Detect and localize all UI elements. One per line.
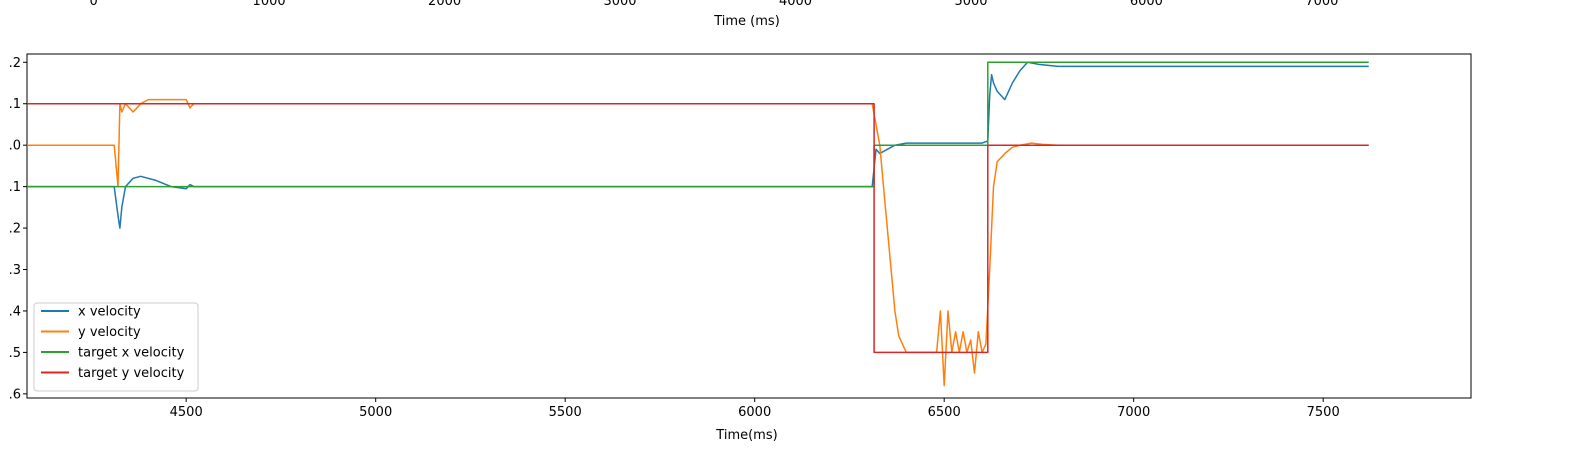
y-tick-label: .2	[9, 56, 21, 71]
top-x-tick-label: 6000	[1130, 0, 1163, 9]
legend-label: x velocity	[78, 305, 141, 320]
top-x-axis-label: Time (ms)	[713, 14, 780, 29]
y-tick-label: .3	[9, 263, 21, 278]
series-line-target-y-velocity	[27, 102, 1369, 354]
x-tick-label: 7000	[1117, 405, 1150, 420]
x-tick-label: 5000	[359, 405, 392, 420]
top-x-tick-label: 1000	[253, 0, 286, 9]
series-line-x-velocity	[27, 61, 1369, 229]
top-x-tick-label: 2000	[428, 0, 461, 9]
x-tick-label: 6500	[928, 405, 961, 420]
series-group	[27, 61, 1369, 387]
x-axis-ticks: 4500 5000 5500 6000 6500 7000 7500	[170, 398, 1340, 420]
legend-label: target y velocity	[78, 366, 185, 381]
y-tick-label: .4	[9, 305, 21, 320]
legend-label: target x velocity	[78, 346, 185, 361]
legend: x velocity y velocity target x velocity tar…	[33, 302, 199, 392]
x-tick-label: 6000	[738, 405, 771, 420]
y-tick-label: .1	[9, 180, 21, 195]
y-tick-label: .6	[9, 387, 21, 402]
top-x-tick-label: 4000	[779, 0, 812, 9]
plot-frame	[26, 53, 1472, 399]
legend-label: y velocity	[78, 325, 141, 340]
series-line-y-velocity	[27, 98, 1369, 387]
y-tick-label: .5	[9, 346, 21, 361]
top-x-tick-label: 3000	[603, 0, 636, 9]
x-tick-label: 4500	[170, 405, 203, 420]
y-tick-label: .0	[9, 139, 21, 154]
top-x-tick-label: 0	[90, 0, 98, 9]
top-x-axis-ticks: 0 1000 2000 3000 4000 5000 6000 7000	[90, 0, 1339, 9]
main-chart: 4500 5000 5500 6000 6500 7000 7500 .2 .1 .0 .1 .2.…	[9, 53, 1472, 443]
series-line-target-x-velocity	[27, 61, 1369, 188]
legend-box	[33, 302, 199, 392]
x-axis-label: Time(ms)	[715, 428, 777, 443]
top-chart: 0 1000 2000 3000 4000 5000 6000 7000 Time (ms)	[90, 0, 1339, 29]
y-tick-label: .1	[9, 97, 21, 112]
top-x-tick-label: 7000	[1305, 0, 1338, 9]
x-tick-label: 7500	[1307, 405, 1340, 420]
top-x-tick-label: 5000	[954, 0, 987, 9]
y-axis-ticks: .2 .1 .0 .1 .2 .3 .4 .5 .6	[9, 56, 27, 402]
x-tick-label: 5500	[549, 405, 582, 420]
y-tick-label: .2	[9, 222, 21, 237]
